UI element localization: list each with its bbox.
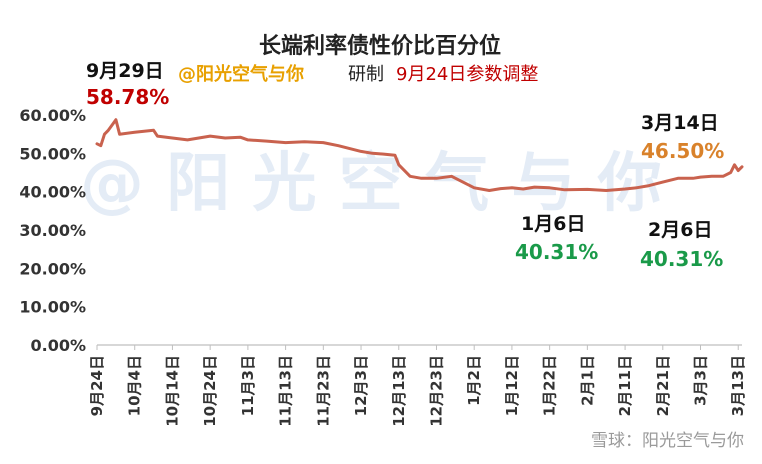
annotation-jan6: 1月6日 40.31% [515, 213, 598, 264]
x-tick-label: 11月13日 [277, 355, 295, 427]
x-tick-label: 11月3日 [239, 355, 257, 416]
y-tick-label: 60.00% [19, 106, 86, 125]
x-tick-label: 1月12日 [503, 355, 521, 416]
x-tick-label: 2月21日 [654, 355, 672, 416]
annotation-peak: 9月29日 58.78% [86, 60, 169, 109]
x-tick-label: 12月13日 [390, 355, 408, 427]
y-tick-label: 20.00% [19, 259, 86, 278]
annotation-peak-value: 58.78% [86, 85, 169, 109]
x-tick-label: 9月24日 [88, 355, 106, 416]
annotation-mar14-date: 3月14日 [641, 112, 719, 134]
subtitle-mid: 研制 [348, 64, 384, 85]
annotation-jan6-date: 1月6日 [521, 213, 585, 235]
x-tick-label: 1月22日 [541, 355, 559, 416]
y-tick-label: 10.00% [19, 298, 86, 317]
footer-text: 雪球：阳光空气与你 [591, 431, 744, 451]
annotation-mar14: 3月14日 46.50% [641, 112, 724, 163]
x-tick-label: 3月13日 [729, 355, 747, 416]
subtitle-author: @阳光空气与你 [178, 63, 304, 85]
x-tick-label: 1月2日 [465, 355, 483, 406]
y-tick-label: 30.00% [19, 221, 86, 240]
watermark-text: @ 阳 光 空 气 与 你 [80, 147, 662, 221]
annotation-peak-date: 9月29日 [86, 60, 164, 82]
x-tick-label: 10月14日 [163, 355, 181, 427]
y-axis: 0.00% 10.00% 20.00% 30.00% 40.00% 50.00% 60.00… [19, 106, 86, 355]
annotation-feb6-date: 2月6日 [648, 219, 712, 241]
subtitle-note: 9月24日参数调整 [396, 64, 538, 85]
x-tick-label: 10月4日 [126, 355, 144, 416]
x-axis: 9月24日 10月4日 10月14日 10月24日 11月3日 11月13日 11月23日 1… [88, 344, 747, 427]
y-tick-label: 50.00% [19, 144, 86, 163]
x-tick-label: 3月3日 [692, 355, 710, 406]
chart-title: 长端利率债性价比百分位 [259, 33, 501, 59]
annotation-feb6: 2月6日 40.31% [640, 219, 723, 271]
x-tick-label: 2月1日 [578, 355, 596, 406]
series-line [95, 118, 744, 192]
plot-area [95, 118, 744, 192]
annotation-feb6-value: 40.31% [640, 247, 723, 271]
x-tick-label: 11月23日 [314, 355, 332, 427]
x-tick-label: 10月24日 [201, 355, 219, 427]
watermark: @ 阳 光 空 气 与 你 [80, 147, 662, 221]
x-tick-label: 12月23日 [427, 355, 445, 427]
annotation-jan6-value: 40.31% [515, 240, 598, 264]
x-tick-label: 12月3日 [352, 355, 370, 416]
footer: 雪球：阳光空气与你 [591, 431, 744, 451]
y-tick-label: 0.00% [30, 336, 86, 355]
annotation-mar14-value: 46.50% [641, 139, 724, 163]
x-tick-label: 2月11日 [616, 355, 634, 416]
y-tick-label: 40.00% [19, 183, 86, 202]
